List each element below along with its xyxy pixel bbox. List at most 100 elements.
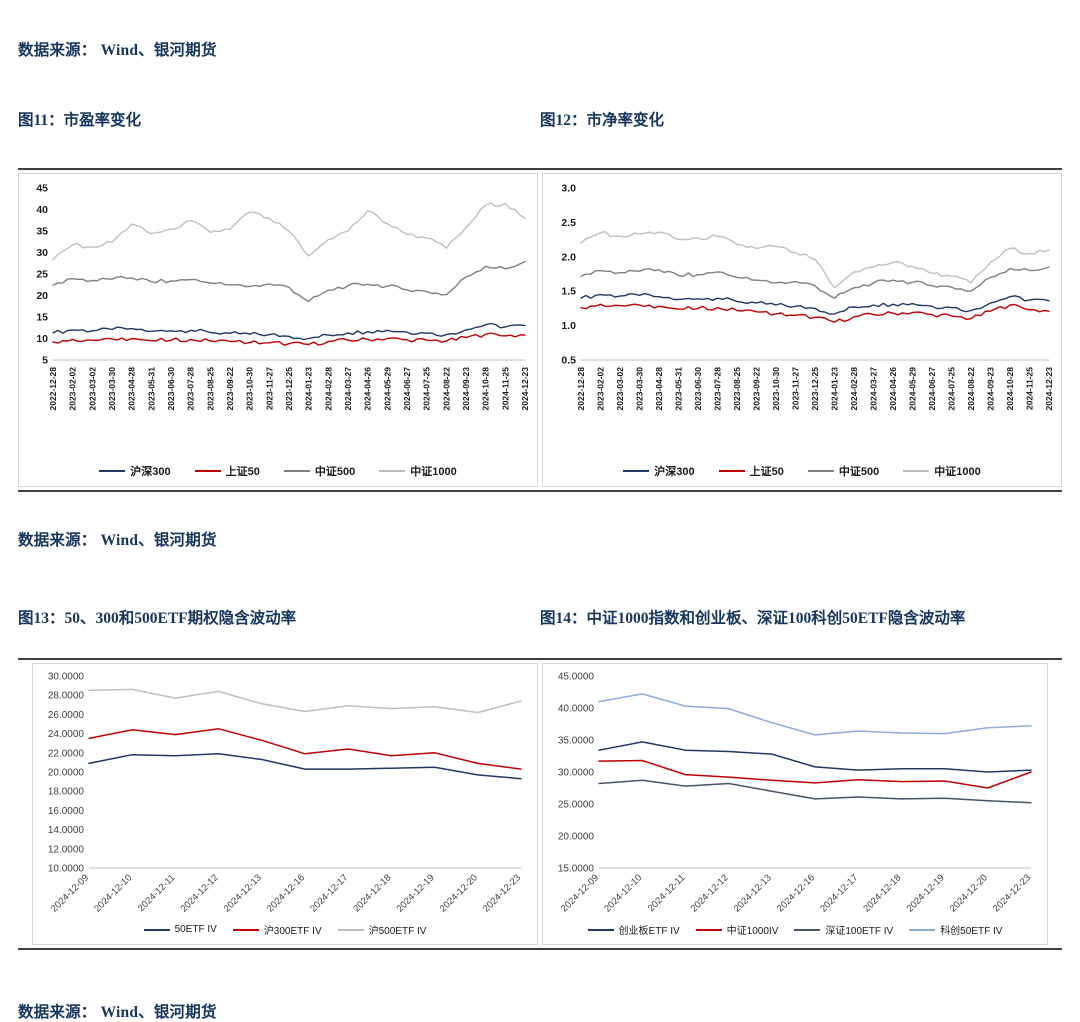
legend-label: 中证1000IV [726, 926, 779, 937]
x-tick-label: 2024-05-29 [382, 366, 392, 410]
series-line-创业板ETF IV [598, 740, 1032, 773]
x-tick-label: 2024-12-09 [49, 872, 91, 914]
legend-line-swatch [587, 928, 614, 931]
legend-item: 沪深300 [623, 463, 695, 479]
x-tick-label: 2024-07-25 [422, 366, 432, 410]
chart-row-2: 10.0000 12.0000 14.0000 16.0000 18.0000 20.00… [18, 657, 1062, 950]
figure12-pb-chart: 0.5 1.0 1.5 2.0 2.5 3.0 2022-12-28 2023-02-02 20… [561, 182, 1054, 410]
legend-item: 科创50ETF IV [909, 922, 1002, 937]
y-tick-label: 35 [36, 225, 48, 237]
y-tick-label: 22.0000 [48, 748, 85, 759]
legend-label: 沪深300 [654, 465, 695, 478]
legend-label: 深证100ETF IV [825, 926, 894, 937]
y-tick-label: 30 [36, 247, 48, 259]
legend-label: 创业板ETF IV [618, 926, 680, 937]
x-tick-label: 2024-04-26 [363, 366, 373, 410]
legend-item: 沪300ETF IV [232, 922, 322, 937]
x-tick-label: 2024-12-11 [646, 872, 688, 914]
x-tick-label: 2024-08-22 [441, 366, 451, 410]
figure11-pe-chart: 5 10 15 20 25 30 35 40 45 2022-12-28 2023-02-02 202… [36, 182, 530, 410]
x-tick-label: 2024-12-09 [559, 872, 601, 914]
x-tick-label: 2023-06-30 [693, 366, 703, 410]
x-tick-label: 2024-09-23 [461, 366, 471, 410]
y-tick-label: 2.0 [561, 251, 576, 263]
y-tick-label: 25.0000 [558, 799, 595, 810]
x-tick-label: 2024-03-27 [869, 366, 879, 410]
x-tick-label: 2024-12-16 [265, 872, 307, 914]
data-source-note-3: 数据来源： Wind、银河期货 [18, 1003, 217, 1021]
x-tick-label: 2024-05-29 [908, 366, 918, 410]
x-tick-label: 2024-12-16 [775, 872, 817, 914]
y-tick-label: 45.0000 [558, 671, 595, 682]
y-tick-label: 18.0000 [48, 786, 85, 797]
figure11-chart-panel: 5 10 15 20 25 30 35 40 45 2022-12-28 2023-02-02 202… [18, 172, 538, 487]
legend-label: 上证50 [225, 465, 260, 478]
legend-line-swatch [232, 928, 259, 931]
legend-item: 中证1000IV [695, 922, 779, 937]
x-tick-label: 2024-07-25 [947, 366, 957, 410]
x-tick-label: 2024-12-19 [905, 872, 947, 914]
x-tick-label: 2023-02-02 [596, 366, 606, 410]
x-tick-label: 2022-12-28 [576, 366, 586, 410]
data-source-note-2: 数据来源： Wind、银河期货 [18, 531, 217, 549]
y-tick-label: 30.0000 [558, 767, 595, 778]
x-tick-label: 2023-04-28 [654, 366, 664, 410]
y-tick-label: 15.0000 [558, 863, 595, 874]
y-tick-label: 1.0 [561, 320, 576, 332]
data-source-note-1: 数据来源： Wind、银河期货 [18, 41, 217, 59]
figure-titles-row-2: 图13：50、300和500ETF期权隐含波动率 图14：中证1000指数和创业… [18, 606, 1062, 628]
x-tick-label: 2024-12-23 [520, 366, 530, 410]
legend-item: 深证100ETF IV [794, 922, 893, 937]
x-tick-label: 2023-03-02 [615, 366, 625, 410]
legend-line-swatch [99, 469, 126, 472]
x-tick-label: 2024-11-25 [1025, 366, 1035, 409]
y-tick-label: 24.0000 [48, 729, 85, 740]
series-line-中证500 [580, 265, 1050, 299]
legend-line-swatch [337, 928, 364, 931]
series-line-50ETF IV [88, 752, 522, 779]
legend-item: 上证50 [194, 463, 260, 479]
legend-label: 科创50ETF IV [940, 926, 1003, 937]
y-tick-label: 16.0000 [48, 805, 85, 816]
series-line-上证50 [580, 302, 1050, 323]
x-tick-label: 2024-12-10 [92, 872, 134, 914]
x-tick-label: 2023-02-02 [68, 366, 78, 410]
x-tick-label: 2024-12-23 [991, 872, 1033, 914]
x-tick-label: 2024-12-11 [136, 872, 178, 914]
x-tick-label: 2023-07-28 [713, 366, 723, 410]
legend-line-swatch [283, 469, 310, 472]
y-tick-label: 10.0000 [48, 863, 85, 874]
x-tick-label: 2024-02-28 [323, 366, 333, 410]
legend-item: 沪500ETF IV [337, 922, 426, 937]
legend-label: 中证1000 [410, 465, 457, 478]
x-tick-label: 2023-08-25 [732, 366, 742, 410]
chart-row-1: 5 10 15 20 25 30 35 40 45 2022-12-28 2023-02-02 202… [18, 167, 1062, 492]
y-tick-label: 2.5 [561, 216, 576, 228]
legend-line-swatch [909, 928, 936, 931]
x-tick-label: 2023-10-30 [771, 366, 781, 410]
legend-item: 沪深300 [99, 463, 171, 479]
series-line-中证500 [52, 260, 526, 302]
x-tick-label: 2023-12-25 [284, 366, 294, 410]
x-tick-label: 2024-10-28 [481, 366, 491, 410]
figure13-chart-panel: 10.0000 12.0000 14.0000 16.0000 18.0000 20.00… [32, 662, 538, 945]
x-tick-label: 2024-12-12 [689, 872, 731, 914]
x-tick-label: 2023-03-30 [107, 366, 117, 410]
legend-item: 中证1000 [903, 463, 981, 479]
legend-label: 中证500 [314, 465, 356, 478]
x-tick-label: 2024-12-13 [732, 872, 774, 914]
figure-titles-row-1: 图11：市盈率变化 图12：市净率变化 [18, 108, 1062, 130]
legend-item: 50ETF IV [143, 924, 217, 935]
y-tick-label: 30.0000 [48, 671, 85, 682]
legend-item: 创业板ETF IV [587, 922, 680, 937]
x-tick-label: 2024-12-12 [179, 872, 221, 914]
x-tick-label: 2023-05-31 [146, 366, 156, 410]
figure12-title: 图12：市净率变化 [540, 111, 665, 129]
legend-line-swatch [903, 469, 930, 472]
x-tick-label: 2024-10-28 [1005, 366, 1015, 410]
series-line-沪深300 [52, 322, 526, 340]
legend-label: 上证50 [749, 465, 784, 478]
x-tick-label: 2024-12-17 [308, 872, 350, 914]
legend-item: 中证1000 [379, 463, 457, 479]
